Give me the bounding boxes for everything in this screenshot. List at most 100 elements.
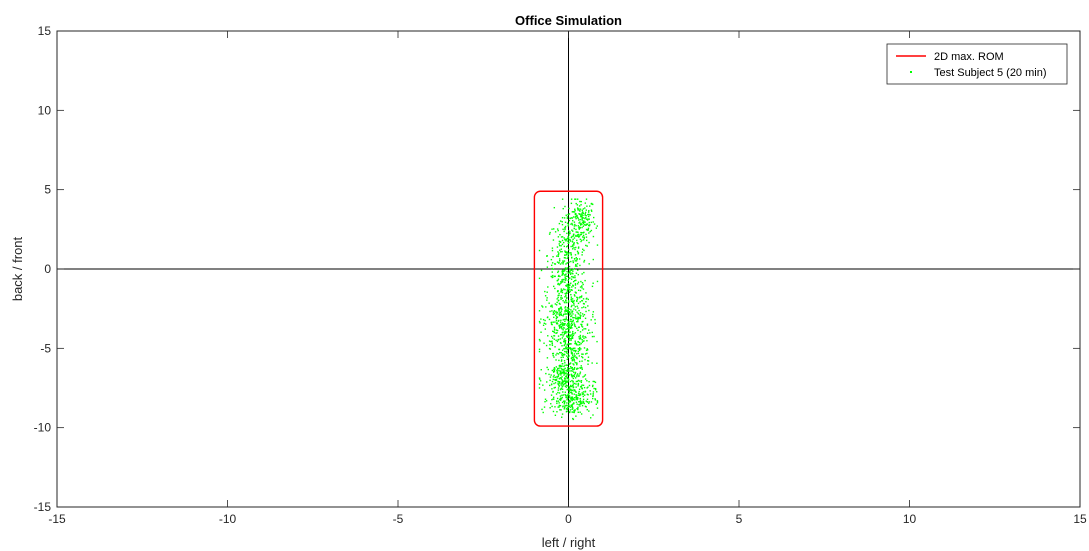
scatter-point bbox=[563, 260, 566, 262]
scatter-point bbox=[558, 302, 561, 305]
scatter-point bbox=[573, 353, 576, 355]
scatter-point bbox=[576, 216, 579, 219]
scatter-point bbox=[555, 319, 558, 322]
scatter-point bbox=[584, 306, 587, 309]
scatter-point bbox=[572, 381, 574, 383]
scatter-point bbox=[574, 198, 576, 200]
scatter-point bbox=[551, 352, 554, 355]
scatter-point bbox=[588, 218, 590, 220]
scatter-point bbox=[551, 267, 554, 270]
scatter-point bbox=[572, 273, 574, 275]
scatter-point bbox=[552, 268, 554, 270]
scatter-point bbox=[592, 380, 594, 383]
scatter-point bbox=[560, 323, 562, 326]
scatter-point bbox=[582, 298, 585, 300]
scatter-point bbox=[588, 410, 590, 412]
scatter-point bbox=[577, 379, 580, 382]
scatter-point bbox=[585, 228, 588, 231]
scatter-point bbox=[577, 411, 579, 413]
scatter-point bbox=[558, 252, 560, 254]
scatter-point bbox=[565, 263, 567, 265]
scatter-point bbox=[572, 380, 574, 383]
scatter-point bbox=[566, 313, 568, 315]
scatter-point bbox=[561, 371, 563, 373]
scatter-point bbox=[556, 375, 558, 378]
scatter-point bbox=[567, 385, 569, 387]
scatter-point bbox=[586, 323, 589, 325]
scatter-point bbox=[572, 230, 574, 232]
scatter-point bbox=[560, 356, 562, 359]
scatter-point bbox=[576, 317, 579, 320]
scatter-point bbox=[567, 253, 570, 255]
scatter-point bbox=[560, 288, 563, 290]
scatter-point bbox=[562, 261, 565, 263]
scatter-point bbox=[576, 380, 579, 383]
scatter-point bbox=[573, 258, 576, 260]
scatter-point bbox=[564, 274, 567, 276]
scatter-point bbox=[583, 271, 585, 274]
scatter-point bbox=[558, 294, 560, 297]
scatter-point bbox=[542, 318, 545, 321]
scatter-point bbox=[567, 407, 569, 409]
scatter-point bbox=[587, 363, 589, 365]
scatter-point bbox=[570, 384, 572, 387]
scatter-point bbox=[570, 388, 572, 391]
scatter-point bbox=[545, 306, 547, 308]
scatter-point bbox=[582, 302, 585, 305]
scatter-point bbox=[566, 335, 568, 338]
scatter-point bbox=[567, 356, 569, 359]
scatter-point bbox=[560, 377, 562, 379]
scatter-point bbox=[567, 336, 569, 339]
scatter-point bbox=[560, 282, 562, 284]
scatter-point bbox=[569, 290, 571, 293]
scatter-point bbox=[561, 221, 563, 223]
scatter-point bbox=[560, 314, 563, 316]
scatter-point bbox=[564, 385, 567, 387]
scatter-point bbox=[564, 276, 566, 278]
scatter-point bbox=[578, 336, 580, 338]
scatter-point bbox=[582, 222, 585, 225]
scatter-point bbox=[574, 284, 577, 286]
scatter-point bbox=[552, 410, 555, 413]
scatter-point bbox=[552, 313, 554, 315]
scatter-point bbox=[546, 381, 548, 383]
scatter-point bbox=[571, 411, 573, 413]
scatter-point bbox=[566, 319, 569, 321]
scatter-point bbox=[544, 398, 547, 400]
scatter-point bbox=[571, 324, 574, 326]
scatter-point bbox=[587, 228, 589, 231]
scatter-point bbox=[563, 323, 565, 325]
scatter-point bbox=[561, 217, 564, 219]
scatter-point bbox=[544, 328, 547, 330]
scatter-point bbox=[553, 382, 555, 385]
scatter-point bbox=[574, 372, 576, 375]
scatter-point bbox=[549, 384, 551, 387]
scatter-point bbox=[544, 319, 546, 322]
scatter-point bbox=[570, 282, 572, 284]
scatter-point bbox=[561, 337, 564, 339]
scatter-point bbox=[540, 369, 542, 371]
scatter-point bbox=[562, 394, 565, 396]
scatter-point bbox=[558, 308, 560, 310]
scatter-point bbox=[562, 260, 564, 262]
scatter-point bbox=[568, 387, 571, 389]
scatter-point bbox=[570, 296, 573, 298]
scatter-point bbox=[566, 232, 568, 235]
scatter-point bbox=[579, 373, 581, 375]
scatter-point bbox=[572, 418, 575, 421]
scatter-point bbox=[570, 236, 573, 239]
scatter-point bbox=[556, 377, 558, 379]
scatter-point bbox=[573, 389, 575, 391]
scatter-point bbox=[580, 280, 582, 283]
scatter-point bbox=[565, 284, 567, 287]
scatter-point bbox=[571, 315, 573, 317]
scatter-point bbox=[577, 297, 579, 299]
scatter-point bbox=[568, 335, 570, 338]
scatter-point bbox=[560, 325, 563, 328]
scatter-point bbox=[596, 340, 598, 343]
scatter-point bbox=[569, 391, 571, 394]
scatter-point bbox=[587, 360, 589, 362]
scatter-point bbox=[550, 321, 553, 324]
scatter-point bbox=[573, 242, 575, 244]
